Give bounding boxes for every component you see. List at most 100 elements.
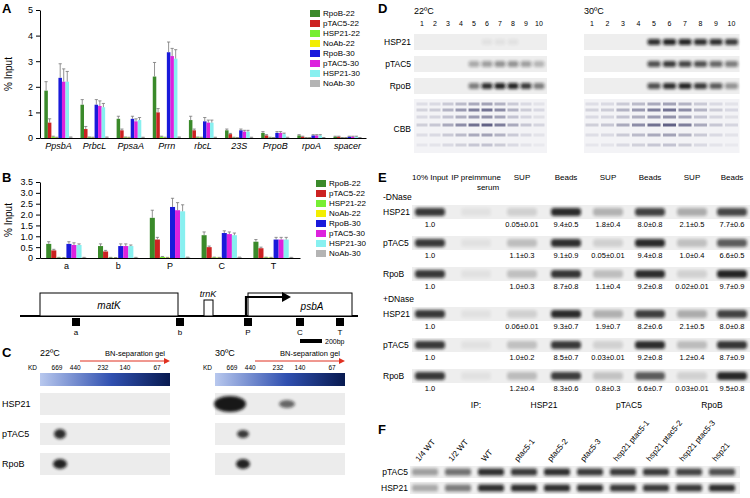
blot-strip: [40, 453, 170, 475]
error-cap: [233, 233, 236, 234]
error-bar: [344, 137, 347, 138]
bar: [180, 211, 185, 258]
series: [58, 42, 351, 138]
error-cap: [358, 137, 361, 138]
region-label: P: [245, 328, 250, 337]
tick-label: PpsaA: [117, 141, 144, 151]
cbb-band: [663, 144, 676, 147]
cbb-band: [417, 116, 428, 119]
row-label: HSP21: [2, 399, 31, 409]
error-cap: [91, 137, 94, 138]
kd-marker: 140: [295, 364, 306, 371]
gene-box: [40, 293, 178, 316]
error-cap: [341, 137, 344, 138]
error-bar: [176, 203, 179, 211]
row-label: HSP21: [383, 309, 410, 319]
quantification: 2.1±0.5: [680, 322, 705, 331]
legend-label: pTAC5-30: [323, 59, 359, 68]
error-cap: [279, 131, 282, 132]
cbb-band: [469, 109, 480, 112]
panel-letter: E: [378, 170, 387, 185]
tick-label: 2.5: [20, 199, 33, 209]
error-bar: [265, 134, 268, 136]
error-cap: [213, 257, 216, 258]
cbb-band: [482, 134, 493, 137]
cbb-band: [678, 144, 691, 147]
panel-f: 1/4 WT1/2 WTWTptac5-1ptac5-2ptac5-3hsp21…: [381, 418, 740, 494]
tick-label: 1: [28, 108, 33, 118]
error-bar: [207, 120, 210, 123]
error-cap: [161, 256, 164, 257]
condition-label: 30ºC: [215, 348, 235, 358]
lane-label: 9: [714, 20, 718, 27]
bar: [103, 251, 108, 258]
error-cap: [127, 137, 130, 138]
legend-swatch: [310, 50, 320, 57]
tick-mark: [36, 61, 40, 62]
blot-strip: [412, 307, 750, 321]
cbb-band: [585, 109, 598, 112]
error-cap: [193, 129, 196, 130]
error-cap: [210, 120, 213, 121]
row-label: pTAC5: [383, 238, 409, 248]
bar: [207, 247, 212, 258]
bar: [227, 234, 232, 258]
blot-band: [551, 270, 581, 278]
axis-line: [40, 11, 41, 139]
bar: [138, 120, 142, 138]
error-bar: [81, 100, 84, 105]
bar: [337, 137, 341, 138]
error-cap: [174, 49, 177, 50]
cbb-band: [616, 116, 629, 119]
condition-label: 22ºC: [40, 348, 60, 358]
cbb-band: [456, 109, 467, 112]
series: [48, 109, 341, 138]
error-stem: [204, 118, 205, 122]
tick: 2: [28, 82, 40, 92]
error-bar: [105, 136, 108, 137]
lane-label: 7: [683, 20, 687, 27]
tick: 23S: [230, 138, 247, 151]
bar: [253, 242, 258, 258]
axis-title: % Input: [3, 57, 14, 91]
kd-marker: 669: [52, 364, 63, 371]
legend-swatch: [310, 20, 320, 27]
tick-mark: [36, 215, 40, 216]
error-cap: [153, 62, 156, 63]
panel-letter: A: [2, 1, 12, 16]
cbb-band: [725, 124, 738, 127]
blot-band: [694, 61, 707, 67]
quantification: 6.6±0.5: [720, 251, 745, 260]
bar: [113, 257, 118, 258]
quantification: 9.2±0.8: [638, 353, 663, 362]
error-bar: [351, 136, 354, 138]
cbb-band: [430, 144, 441, 147]
axis-line: [41, 258, 301, 259]
lane-label: hsp21: [711, 440, 732, 463]
bar: [120, 130, 124, 138]
kd-marker: 232: [98, 364, 109, 371]
quantification: 1.0: [425, 220, 435, 229]
cbb-gel: [414, 99, 547, 153]
blot-band: [725, 61, 738, 67]
error-bar: [151, 210, 154, 218]
legend-label: pTAC5-22: [329, 189, 365, 198]
bar: [56, 257, 61, 258]
gene-map: matKtrnKpsbAabPCT200bp: [20, 289, 358, 346]
tick-label: 2: [28, 82, 33, 92]
blot-band: [663, 83, 676, 89]
lane-label: 9: [524, 20, 528, 27]
amplicon: [336, 318, 344, 326]
error-bar: [268, 137, 271, 138]
error-cap: [203, 117, 206, 118]
column-header: IP preimmune: [451, 173, 501, 182]
cbb-band: [495, 134, 506, 137]
error-cap: [238, 257, 241, 258]
error-cap: [156, 108, 159, 109]
blot-strip: [412, 267, 750, 281]
lane-label: 3: [446, 20, 450, 27]
lane-label: 1: [590, 20, 594, 27]
error-bar: [163, 137, 166, 138]
blot-band: [677, 372, 707, 380]
quantification: 1.0: [425, 384, 435, 393]
